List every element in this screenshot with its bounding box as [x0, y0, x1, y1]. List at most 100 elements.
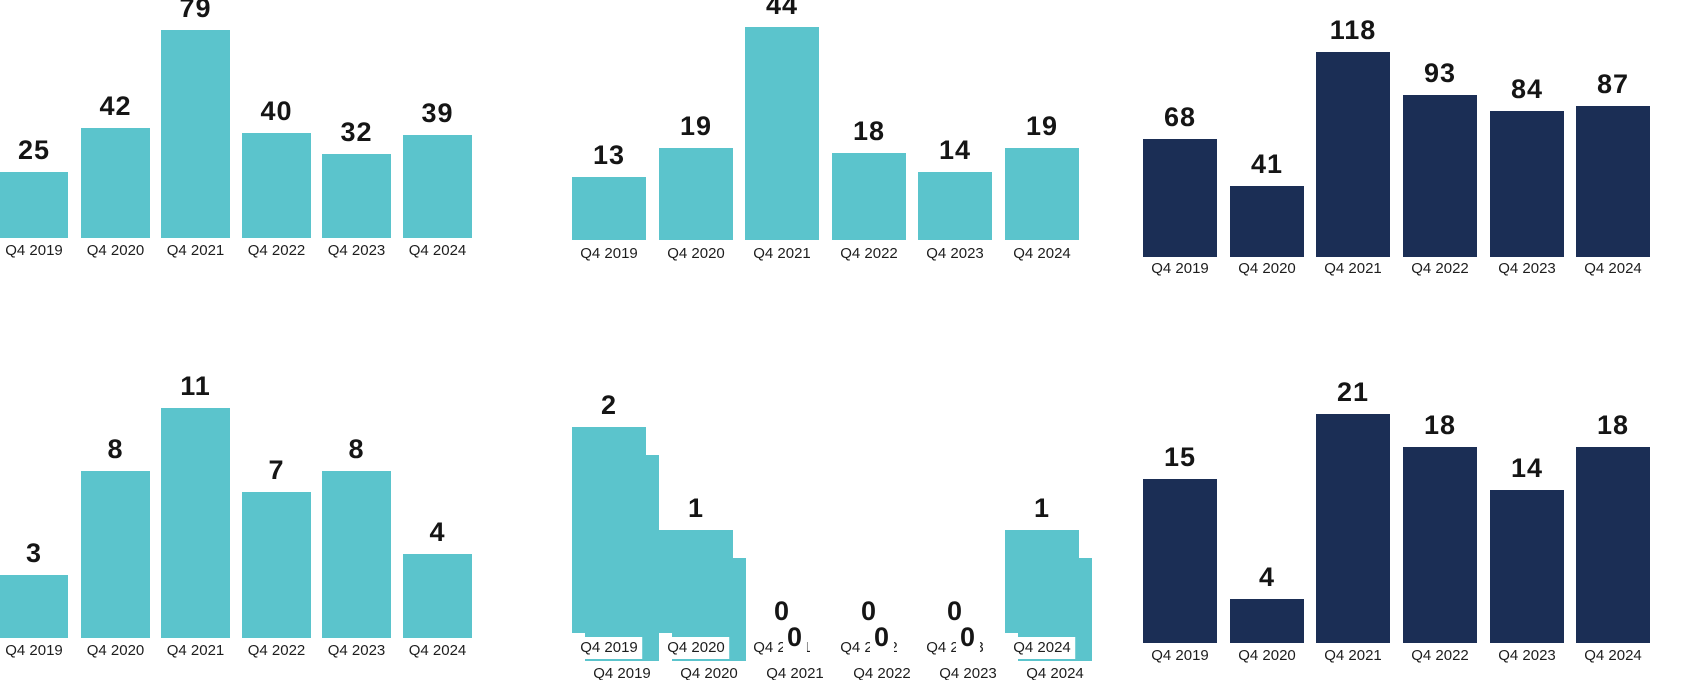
- ghost-value-label-q4-2021: 0: [782, 622, 808, 653]
- category-label-q4-2019: Q4 2019: [580, 245, 638, 262]
- category-label-q4-2019: Q4 2019: [576, 637, 642, 659]
- bar-q4-2024: [1005, 148, 1079, 240]
- bar-q4-2021: [1316, 414, 1390, 643]
- ghost-category-label-q4-2020: Q4 2020: [680, 665, 738, 680]
- bar-q4-2023: [918, 172, 992, 240]
- value-label-q4-2024: 39: [421, 98, 454, 128]
- ghost-category-label-q4-2023: Q4 2023: [939, 665, 997, 680]
- value-label-q4-2023: 32: [340, 117, 373, 147]
- bar-q4-2020: [81, 471, 150, 638]
- ghost-category-label-q4-2019: Q4 2019: [593, 665, 651, 680]
- bar-q4-2022: [242, 492, 311, 638]
- category-label-q4-2019: Q4 2019: [5, 642, 63, 659]
- category-label-q4-2021: Q4 2021: [166, 242, 225, 259]
- bar-q4-2020: [659, 530, 733, 633]
- category-label-q4-2022: Q4 2022: [247, 242, 306, 259]
- ghost-bar-q4-2019: [585, 455, 659, 661]
- ghost-bar-q4-2024: [1018, 558, 1092, 661]
- value-label-q4-2023: 8: [348, 434, 365, 464]
- bar-q4-2023: [322, 471, 391, 638]
- category-label-q4-2024: Q4 2024: [1584, 260, 1642, 277]
- bar-q4-2023: [1490, 111, 1564, 257]
- value-label-q4-2023: 14: [938, 135, 972, 165]
- category-label-q4-2024: Q4 2024: [1013, 245, 1071, 262]
- bar-q4-2021: [161, 408, 230, 638]
- ghost-bar-q4-2020: [672, 558, 746, 661]
- category-label-q4-2024: Q4 2024: [1009, 637, 1075, 659]
- category-label-q4-2022: Q4 2022: [1411, 647, 1469, 664]
- value-label-q4-2022: 18: [1423, 410, 1457, 440]
- bar-q4-2019: [1143, 479, 1217, 643]
- bar-q4-2020: [1230, 599, 1304, 643]
- value-label-q4-2021: 44: [765, 0, 799, 20]
- bar-q4-2022: [1403, 95, 1477, 257]
- category-label-q4-2022: Q4 2022: [1411, 260, 1469, 277]
- value-label-q4-2023: 0: [946, 596, 964, 626]
- ghost-category-label-q4-2024: Q4 2024: [1026, 665, 1084, 680]
- bar-q4-2020: [1230, 186, 1304, 257]
- category-label-q4-2022: Q4 2022: [840, 245, 898, 262]
- bar-q4-2021: [1316, 52, 1390, 257]
- category-label-q4-2021: Q4 2021: [749, 637, 815, 659]
- value-label-q4-2020: 42: [99, 91, 132, 121]
- category-label-q4-2019: Q4 2019: [1151, 260, 1209, 277]
- bar-q4-2019: [572, 177, 646, 240]
- value-label-q4-2021: 118: [1329, 15, 1377, 45]
- category-label-q4-2023: Q4 2023: [922, 637, 988, 659]
- category-label-q4-2019: Q4 2019: [5, 242, 63, 259]
- value-label-q4-2019: 13: [592, 140, 626, 170]
- bar-q4-2024: [403, 135, 472, 238]
- value-label-q4-2022: 93: [1423, 58, 1457, 88]
- value-label-q4-2020: 8: [107, 434, 124, 464]
- bar-q4-2019: [0, 172, 68, 238]
- value-label-q4-2024: 87: [1596, 69, 1630, 99]
- ghost-value-label-q4-2022: 0: [869, 622, 895, 653]
- value-label-q4-2022: 7: [268, 455, 285, 485]
- category-label-q4-2020: Q4 2020: [667, 245, 725, 262]
- bar-q4-2021: [745, 27, 819, 240]
- category-label-q4-2021: Q4 2021: [1324, 260, 1382, 277]
- bar-q4-2019: [1143, 139, 1217, 257]
- value-label-q4-2022: 0: [860, 596, 878, 626]
- category-label-q4-2023: Q4 2023: [327, 642, 386, 659]
- ghost-category-label-q4-2021: Q4 2021: [766, 665, 824, 680]
- category-label-q4-2022: Q4 2022: [247, 642, 306, 659]
- value-label-q4-2021: 79: [179, 0, 212, 23]
- category-label-q4-2023: Q4 2023: [327, 242, 386, 259]
- bar-q4-2023: [1490, 490, 1564, 643]
- value-label-q4-2020: 4: [1258, 562, 1276, 592]
- value-label-q4-2024: 1: [1033, 493, 1051, 523]
- value-label-q4-2021: 21: [1336, 377, 1370, 407]
- bar-q4-2022: [242, 133, 311, 238]
- category-label-q4-2020: Q4 2020: [663, 637, 729, 659]
- category-label-q4-2020: Q4 2020: [86, 642, 145, 659]
- category-label-q4-2021: Q4 2021: [166, 642, 225, 659]
- bar-q4-2024: [403, 554, 472, 638]
- category-label-q4-2021: Q4 2021: [753, 245, 811, 262]
- category-label-q4-2022: Q4 2022: [836, 637, 902, 659]
- value-label-q4-2019: 15: [1163, 442, 1197, 472]
- category-label-q4-2019: Q4 2019: [1151, 647, 1209, 664]
- value-label-q4-2021: 11: [180, 371, 211, 401]
- value-label-q4-2020: 41: [1250, 149, 1284, 179]
- category-label-q4-2023: Q4 2023: [1498, 647, 1556, 664]
- bar-q4-2020: [81, 128, 150, 238]
- bar-q4-2019: [572, 427, 646, 633]
- category-label-q4-2024: Q4 2024: [1584, 647, 1642, 664]
- category-label-q4-2020: Q4 2020: [1238, 260, 1296, 277]
- category-label-q4-2024: Q4 2024: [408, 642, 467, 659]
- category-label-q4-2020: Q4 2020: [86, 242, 145, 259]
- bar-q4-2019: [0, 575, 68, 638]
- bar-q4-2021: [161, 30, 230, 238]
- value-label-q4-2019: 25: [17, 135, 51, 165]
- category-label-q4-2023: Q4 2023: [1498, 260, 1556, 277]
- category-label-q4-2024: Q4 2024: [408, 242, 467, 259]
- value-label-q4-2020: 1: [687, 493, 705, 523]
- value-label-q4-2019: 3: [25, 538, 43, 568]
- ghost-value-label-q4-2023: 0: [955, 622, 981, 653]
